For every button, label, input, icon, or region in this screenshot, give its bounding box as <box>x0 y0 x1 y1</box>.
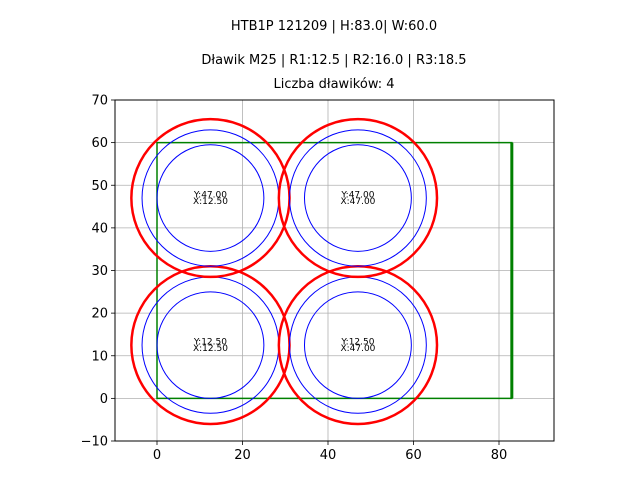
series-layer: Y:12.50X:12.50Y:12.50X:47.00Y:47.00X:12.… <box>130 117 514 426</box>
y-tick-label: 30 <box>91 264 108 279</box>
y-tick-label: 60 <box>91 136 108 151</box>
y-tick-label: 20 <box>91 307 108 322</box>
gland-r2-circle <box>289 129 427 267</box>
y-axis: −10 0 10 20 30 40 50 60 70 <box>81 94 115 450</box>
gland-r1-circle <box>156 144 265 252</box>
gland-y-label: Y:12.50 <box>340 338 374 348</box>
y-tick-label: −10 <box>81 435 108 450</box>
x-tick-label: 20 <box>234 448 251 463</box>
y-tick-label: 0 <box>100 392 108 407</box>
gland-y-label: Y:12.50 <box>193 338 227 348</box>
y-tick-label: 40 <box>91 221 108 236</box>
gland-y-label: Y:47.00 <box>193 191 227 201</box>
x-axis: 0 20 40 60 80 <box>153 441 507 463</box>
y-tick-label: 10 <box>91 349 108 364</box>
chart-title: HTB1P 121209 | H:83.0| W:60.0 <box>230 19 438 34</box>
chart-count-label: Liczba dławików: 4 <box>273 77 395 92</box>
x-tick-label: 40 <box>320 448 337 463</box>
gland: Y:47.00X:47.00 <box>277 117 439 279</box>
gland-x-label: X:47.00 <box>340 344 375 354</box>
chart-subtitle: Dławik M25 | R1:12.5 | R2:16.0 | R3:18.5 <box>201 53 467 68</box>
gland-r1-circle <box>156 291 265 399</box>
gland-r1-circle <box>303 144 412 252</box>
x-tick-label: 0 <box>153 448 161 463</box>
gland-x-label: X:47.00 <box>340 197 375 207</box>
gland-x-label: X:12.50 <box>193 344 228 354</box>
gland: Y:12.50X:12.50 <box>130 264 291 426</box>
x-tick-label: 80 <box>491 448 508 463</box>
gland-r1-circle <box>303 291 412 399</box>
y-tick-label: 70 <box>91 94 108 109</box>
x-tick-label: 60 <box>405 448 422 463</box>
gland-y-label: Y:47.00 <box>340 191 374 201</box>
y-tick-label: 50 <box>91 179 108 194</box>
gland-x-label: X:12.50 <box>193 197 228 207</box>
gland-r3-circle <box>277 117 439 279</box>
